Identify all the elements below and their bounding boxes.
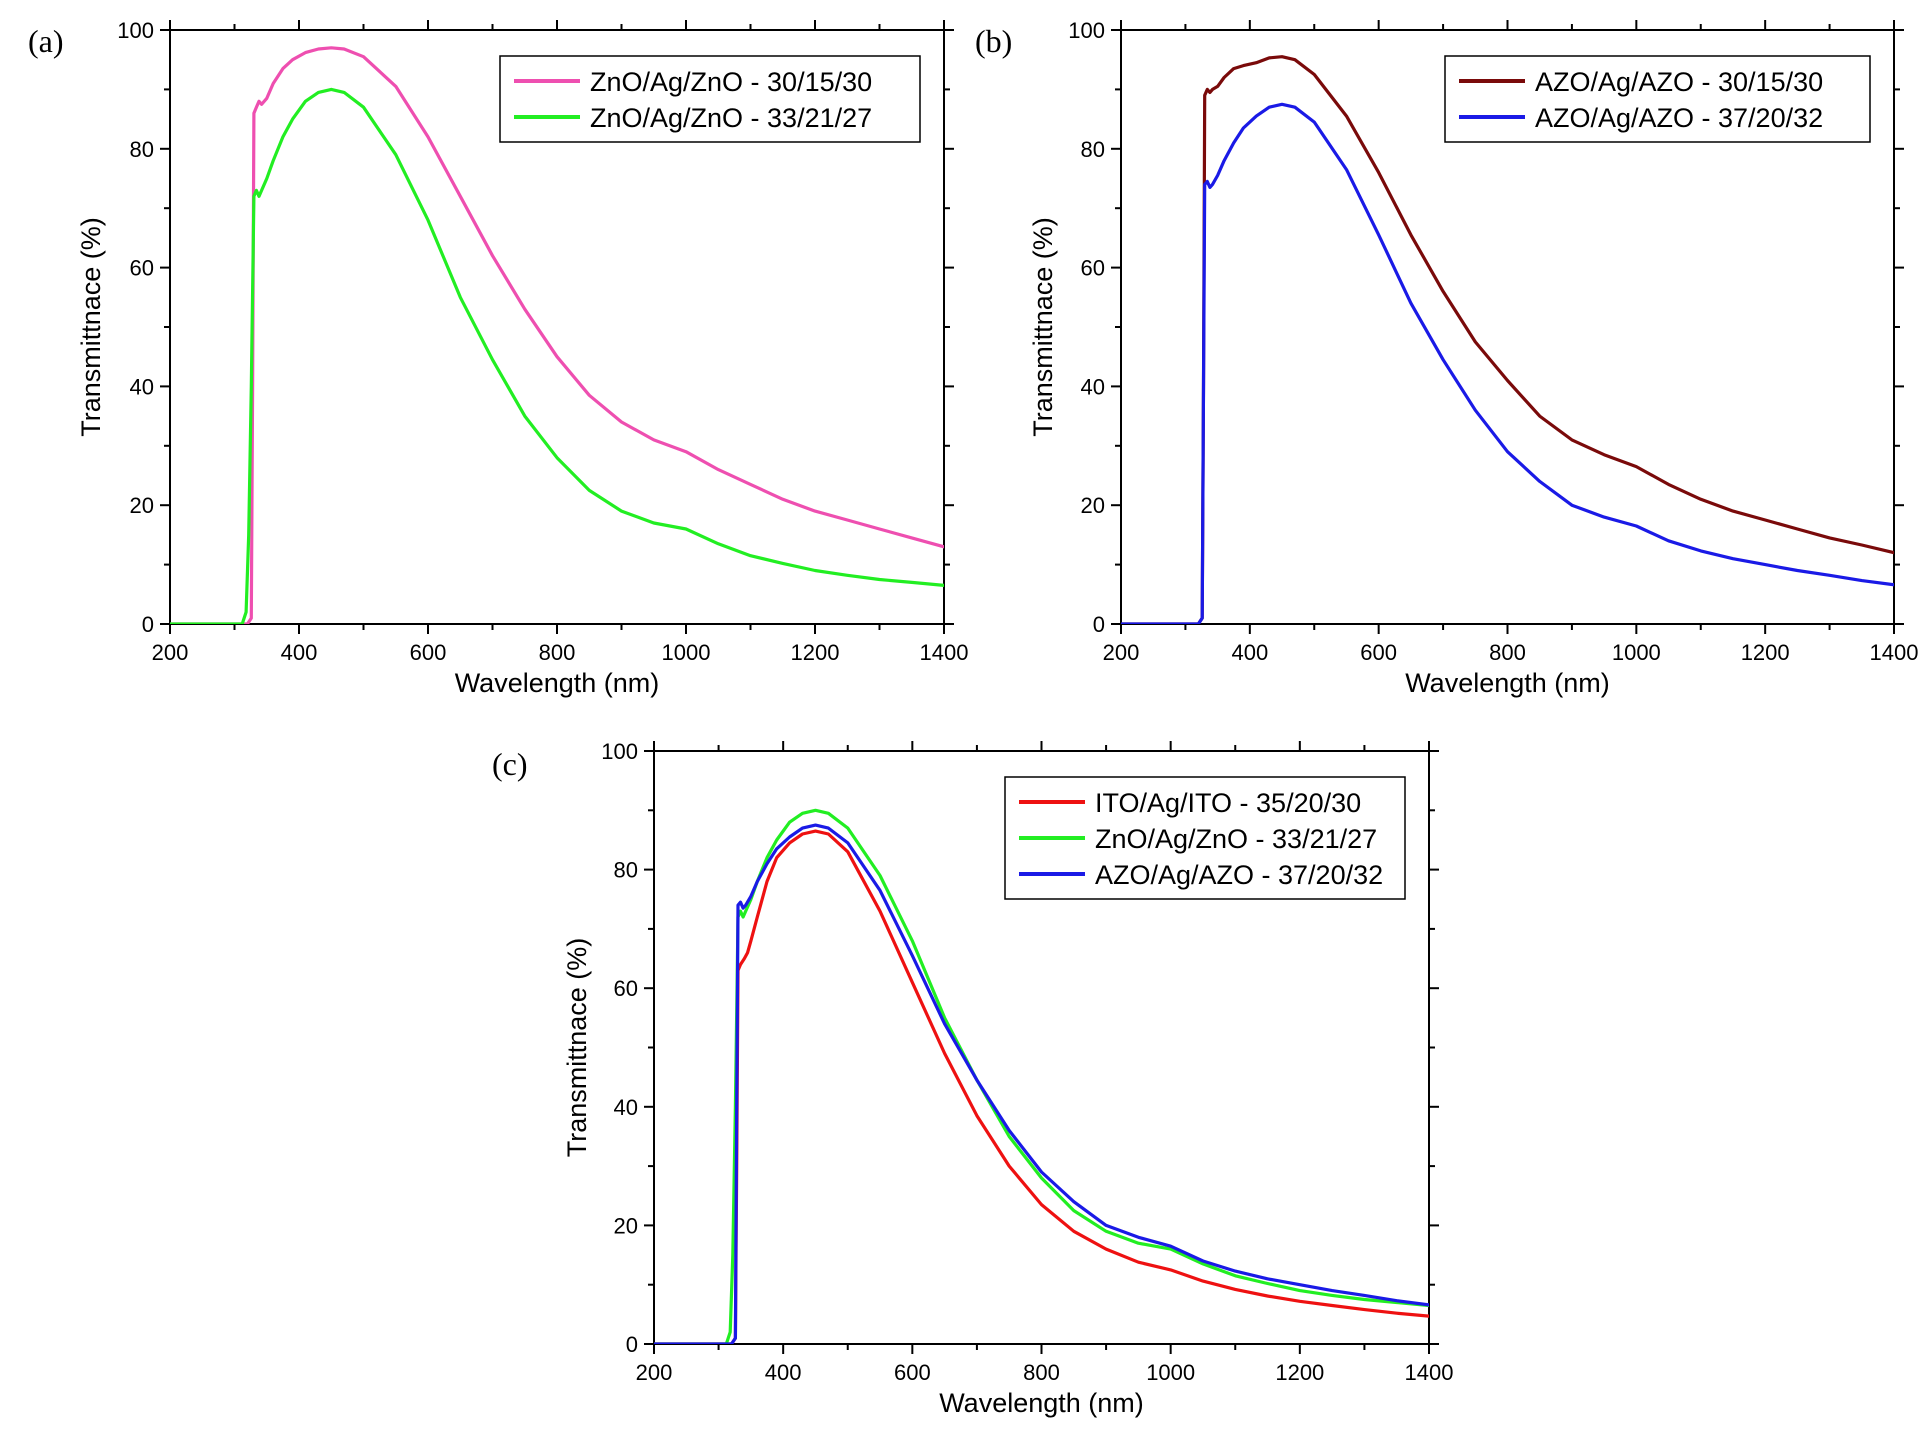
chart-2-y-tick-label: 100 — [1068, 18, 1105, 43]
chart-1-series-line-2 — [170, 87, 944, 624]
chart-2-panel-label: (b) — [975, 23, 1012, 59]
chart-3-x-tick-label: 200 — [636, 1360, 673, 1385]
chart-2-x-tick-label: 1000 — [1612, 640, 1661, 665]
chart-2-x-tick-label: 200 — [1103, 640, 1140, 665]
chart-2-y-tick-label: 60 — [1081, 256, 1105, 281]
chart-3-x-axis-title: Wavelength (nm) — [939, 1388, 1144, 1418]
panel-a-chart: (a) 200 400 600 800 1000 1200 1400 0 20 40 60 80 100 W… — [28, 18, 968, 698]
chart-1-y-tick-label: 60 — [130, 256, 154, 281]
chart-3-y-axis-title: Transmittnace (%) — [562, 938, 592, 1158]
chart-3-x-tick-label: 800 — [1023, 1360, 1060, 1385]
chart-1-y-tick-label: 40 — [130, 374, 154, 399]
chart-1-y-tick-label: 100 — [117, 18, 154, 43]
chart-1-x-tick-label: 200 — [152, 640, 189, 665]
chart-1-x-tick-label: 1000 — [662, 640, 711, 665]
chart-3-x-tick-label: 400 — [765, 1360, 802, 1385]
chart-3-legend-label-2: ZnO/Ag/ZnO - 33/21/27 — [1095, 824, 1377, 854]
chart-2-x-axis-title: Wavelength (nm) — [1405, 668, 1610, 698]
chart-2-x-tick-label: 1400 — [1870, 640, 1919, 665]
chart-3-x-tick-label: 600 — [894, 1360, 931, 1385]
chart-3-y-tick-label: 40 — [614, 1095, 638, 1120]
chart-1-legend-label-2: ZnO/Ag/ZnO - 33/21/27 — [590, 103, 872, 133]
chart-2-x-tick-label: 1200 — [1741, 640, 1790, 665]
chart-2-legend-label-1: AZO/Ag/AZO - 30/15/30 — [1535, 67, 1823, 97]
panel-c-chart: (c) 200 400 600 800 1000 1200 1400 0 20 40 60 80 100 W… — [492, 739, 1453, 1418]
chart-2-y-tick-label: 0 — [1093, 612, 1105, 637]
chart-2-legend-label-2: AZO/Ag/AZO - 37/20/32 — [1535, 103, 1823, 133]
chart-3-y-tick-label: 60 — [614, 976, 638, 1001]
chart-1-y-tick-label: 0 — [142, 612, 154, 637]
chart-2-series-line-2 — [1121, 102, 1894, 624]
chart-3-y-tick-label: 20 — [614, 1213, 638, 1238]
chart-3-y-tick-label: 80 — [614, 858, 638, 883]
chart-2-y-axis-title: Transmittnace (%) — [1028, 217, 1058, 437]
panel-b-chart: (b) 200 400 600 800 1000 1200 1400 0 20 40 60 80 100 W… — [975, 18, 1918, 698]
chart-2-y-tick-label: 20 — [1081, 493, 1105, 518]
chart-1-y-tick-label: 80 — [130, 137, 154, 162]
chart-1-x-axis-title: Wavelength (nm) — [455, 668, 660, 698]
chart-1-y-axis-title: Transmittnace (%) — [76, 217, 106, 437]
chart-2-legend — [1444, 55, 1871, 143]
chart-1-x-tick-label: 800 — [539, 640, 576, 665]
chart-3-x-tick-label: 1000 — [1146, 1360, 1195, 1385]
chart-1-x-tick-label: 1400 — [920, 640, 969, 665]
chart-1-x-tick-label: 400 — [281, 640, 318, 665]
chart-2-y-tick-label: 40 — [1081, 374, 1105, 399]
chart-3-x-tick-label: 1200 — [1275, 1360, 1324, 1385]
chart-3-legend-label-1: ITO/Ag/ITO - 35/20/30 — [1095, 788, 1361, 818]
chart-1-x-tick-label: 1200 — [791, 640, 840, 665]
chart-3-legend-label-3: AZO/Ag/AZO - 37/20/32 — [1095, 860, 1383, 890]
chart-3-y-tick-label: 100 — [601, 739, 638, 764]
chart-1-y-tick-label: 20 — [130, 493, 154, 518]
chart-3-series-line-2 — [654, 808, 1429, 1344]
chart-3-series-line-1 — [654, 829, 1429, 1344]
chart-3-panel-label: (c) — [492, 746, 528, 782]
chart-1-x-tick-label: 600 — [410, 640, 447, 665]
chart-3-y-tick-label: 0 — [626, 1332, 638, 1357]
chart-2-x-tick-label: 800 — [1489, 640, 1526, 665]
chart-2-x-tick-label: 600 — [1360, 640, 1397, 665]
chart-3-series-line-3 — [654, 823, 1429, 1344]
chart-1-panel-label: (a) — [28, 23, 64, 59]
chart-1-series-line-1 — [170, 46, 944, 624]
chart-2-y-tick-label: 80 — [1081, 137, 1105, 162]
chart-2-x-tick-label: 400 — [1231, 640, 1268, 665]
chart-1-legend — [499, 55, 921, 143]
chart-3-x-tick-label: 1400 — [1405, 1360, 1454, 1385]
chart-2-series-line-1 — [1121, 55, 1894, 624]
chart-1-legend-label-1: ZnO/Ag/ZnO - 30/15/30 — [590, 67, 872, 97]
